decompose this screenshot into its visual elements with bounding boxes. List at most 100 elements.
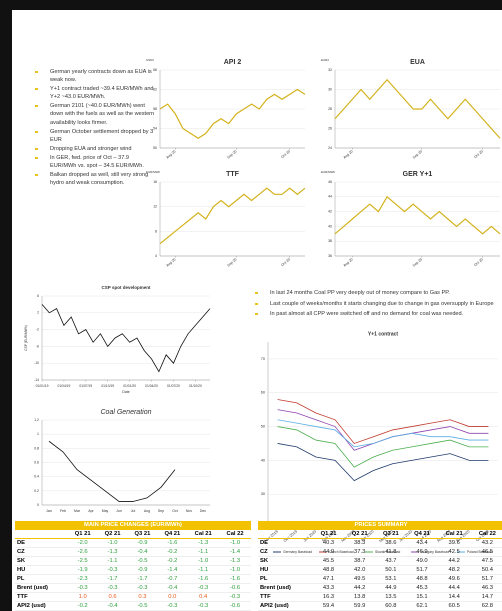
y-tick-label: 70 <box>261 357 265 361</box>
x-tick-label: Sep 20 <box>412 149 423 159</box>
cell: -0.4 <box>137 549 148 555</box>
row-label: TTF <box>260 594 271 600</box>
bullet: Dropping EUA and stronger wind <box>30 145 155 153</box>
cell: -0.2 <box>167 558 178 564</box>
line-series <box>159 187 306 245</box>
table-row: SK 45.5 38.7 43.7 49.0 44.2 47.5 <box>258 557 502 566</box>
chart-title: EUA <box>410 59 425 66</box>
y-tick-label: 0 <box>37 503 39 507</box>
unit-label: EUR/MWh <box>146 170 160 174</box>
cell: -1.1 <box>198 567 209 573</box>
y-tick-label: 16 <box>153 180 157 184</box>
x-tick-label: Aug <box>144 509 150 513</box>
cell: -1.4 <box>167 567 178 573</box>
cell: 53.1 <box>385 576 397 582</box>
row-label: CZ <box>17 549 25 555</box>
table-body: DE -2.0 -1.0 -0.9 -1.6 -1.3 -1.0 CZ -2.6 -1.3 -0.4… <box>15 539 251 611</box>
cell: 60.5 <box>448 603 460 609</box>
prices-summary-table: PRICES SUMMARY Q1 21 Q2 21 Q3 21 Q4 21 Cal 21… <box>258 521 502 611</box>
header-row: Q1 21 Q2 21 Q3 21 Q4 21 Cal 21 Cal 22 <box>258 530 502 539</box>
y-tick-label: 46 <box>328 180 332 184</box>
cell: -1.3 <box>230 558 241 564</box>
cell: -0.6 <box>230 603 241 609</box>
x-tick-label: Aug 20 <box>165 257 176 267</box>
row-label: PL <box>17 576 25 582</box>
x-tick-label: Sep 20 <box>226 149 237 159</box>
cell: 48.2 <box>448 567 460 573</box>
right-bullets: In last 24 months Coal PP very deeply ou… <box>250 289 502 321</box>
column-header: Q2 21 <box>344 530 376 539</box>
cell: 45.3 <box>416 585 428 591</box>
table-row: API2 (usd) -0.2 -0.4 -0.5 -0.3 -0.3 -0.6 <box>15 602 251 611</box>
cell: -0.3 <box>137 585 148 591</box>
cell: 49.0 <box>416 558 428 564</box>
chart-title: Y+1 contract <box>368 331 398 337</box>
cell: -2.0 <box>77 540 88 546</box>
table-row: TTF 1.0 0.6 0.3 0.0 0.4 -0.3 <box>15 593 251 602</box>
cell: 51.7 <box>416 567 428 573</box>
cell: -1.1 <box>198 549 209 555</box>
cell: 49.5 <box>354 576 366 582</box>
cell: 50.4 <box>481 567 494 573</box>
cell: -0.7 <box>167 576 178 582</box>
row-label: Brent (usd) <box>260 585 291 591</box>
cell: 40.3 <box>322 540 335 546</box>
y-tick-label: 24 <box>328 146 332 150</box>
cell: -1.0 <box>230 540 241 546</box>
cell: 62.1 <box>416 603 428 609</box>
column-header: Cal 21 <box>187 530 220 539</box>
cell: -0.2 <box>77 603 88 609</box>
legend-label: Germany Baseload <box>283 550 312 554</box>
row-label: Brent (usd) <box>17 585 48 591</box>
x-tick-label: Oct 20 <box>281 257 292 267</box>
bullet: German 2101 (~40.0 EUR/MWh) went down wi… <box>30 102 155 126</box>
x-tick-label: Jul <box>131 509 136 513</box>
row-label: API2 (usd) <box>17 603 46 609</box>
x-tick-label: 01/04/19 <box>57 384 70 388</box>
cell: -1.6 <box>167 540 178 546</box>
bullet: German yearly contracts down as EUA is w… <box>30 68 155 84</box>
cell: 43.4 <box>416 540 428 546</box>
y-tick-label: 1 <box>37 432 39 436</box>
row-label: TTF <box>17 594 28 600</box>
x-tick-label: Aug 20 <box>165 149 176 159</box>
cell: 59.9 <box>354 603 366 609</box>
legend-label: Hungary Baseload <box>421 550 449 554</box>
cell: -0.3 <box>107 567 118 573</box>
cell: 38.6 <box>385 540 397 546</box>
cell: 44.0 <box>322 549 335 555</box>
cell: -2.3 <box>77 576 88 582</box>
x-tick-label: 01/01/19 <box>36 384 49 388</box>
unit-label: USD/t <box>146 58 154 62</box>
y-tick-label: 38 <box>328 239 332 243</box>
corner-cell <box>258 530 313 539</box>
unit-label: EUR/t <box>321 58 329 62</box>
cell: -0.3 <box>77 585 88 591</box>
cell: 0.6 <box>108 594 117 600</box>
y-tick-label: 0.8 <box>34 446 39 450</box>
y-tick-label: 44 <box>328 195 332 199</box>
x-tick-label: Dec <box>200 509 206 513</box>
column-header: Cal 21 <box>437 530 471 539</box>
y-tick-label: 60 <box>261 391 265 395</box>
column-header: Q2 21 <box>97 530 128 539</box>
column-header: Cal 22 <box>219 530 251 539</box>
y-tick-label: 12 <box>153 205 157 209</box>
x-axis-label: Date <box>122 390 129 394</box>
cell: 0.0 <box>168 594 177 600</box>
cell: -0.4 <box>167 585 178 591</box>
y-tick-label: 42 <box>328 210 332 214</box>
left-bullets: German yearly contracts down as EUA is w… <box>30 68 155 188</box>
row-label: HU <box>260 567 269 573</box>
bullet: In GER, fwd. price of Oct – 37.9 EUR/MWh… <box>30 154 155 170</box>
y-tick-label: 40 <box>328 224 332 228</box>
table-row: HU 48.8 42.0 50.1 51.7 48.2 50.4 <box>258 566 502 575</box>
row-label: SK <box>260 558 269 564</box>
cell: -1.6 <box>230 576 241 582</box>
cell: 39.6 <box>448 540 460 546</box>
table-row: DE -2.0 -1.0 -0.9 -1.6 -1.3 -1.0 <box>15 539 251 548</box>
unit-label: EUR/MWh <box>321 170 335 174</box>
chart-title: CSP spot development <box>102 285 151 290</box>
y-tick-label: 66 <box>153 68 157 72</box>
cell: 47.5 <box>481 558 494 564</box>
